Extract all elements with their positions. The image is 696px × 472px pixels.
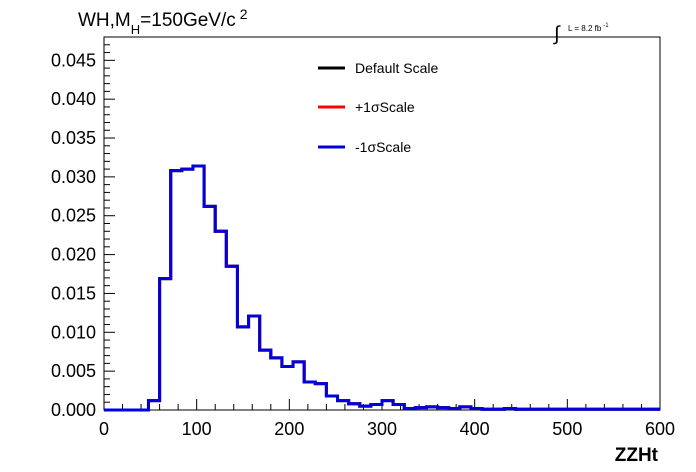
plot-frame xyxy=(103,36,661,411)
y-tick-label: 0.030 xyxy=(51,167,96,187)
x-tick-label: 500 xyxy=(552,419,582,439)
title-rest: =150GeV/c xyxy=(140,10,236,31)
title-subscript: H xyxy=(131,22,140,37)
histogram-series-line xyxy=(104,164,660,412)
y-tick-label: 0.020 xyxy=(51,245,96,265)
legend: Default Scale +1σScale -1σScale xyxy=(318,60,438,155)
y-tick-label: 0.040 xyxy=(51,89,96,109)
y-tick-label: 0.045 xyxy=(51,50,96,70)
x-tick-label: 300 xyxy=(367,419,397,439)
legend-entry-label: +1σScale xyxy=(355,99,415,115)
title-main: WH,M xyxy=(78,10,131,31)
integral-symbol: ∫ xyxy=(553,23,561,45)
title-superscript: 2 xyxy=(240,6,248,22)
x-axis-label: ZZHt xyxy=(615,445,659,466)
y-tick-label: 0.015 xyxy=(51,283,96,303)
x-tick-label: 0 xyxy=(99,419,109,439)
x-tick-label: 600 xyxy=(645,419,675,439)
legend-entry-label: -1σScale xyxy=(355,139,411,155)
y-tick-label: 0.000 xyxy=(51,400,96,420)
y-tick-label: 0.035 xyxy=(51,128,96,148)
x-tick-label: 200 xyxy=(274,419,304,439)
x-tick-label: 100 xyxy=(182,419,212,439)
y-tick-label: 0.025 xyxy=(51,206,96,226)
x-tick-label: 400 xyxy=(460,419,490,439)
legend-entry-label: Default Scale xyxy=(355,60,438,76)
axes: 0.000 0.005 0.010 0.015 0.020 0.025 0.030 0.035… xyxy=(51,36,675,439)
histogram-series-line xyxy=(104,164,660,412)
series-group xyxy=(104,164,660,412)
y-tick-label: 0.010 xyxy=(51,322,96,342)
luminosity-label: L = 8.2 fb -1 xyxy=(568,23,609,33)
y-tick-label: 0.005 xyxy=(51,361,96,381)
histogram-series-line xyxy=(104,164,660,412)
chart-title: WH,MH=150GeV/c 2 xyxy=(78,6,248,37)
